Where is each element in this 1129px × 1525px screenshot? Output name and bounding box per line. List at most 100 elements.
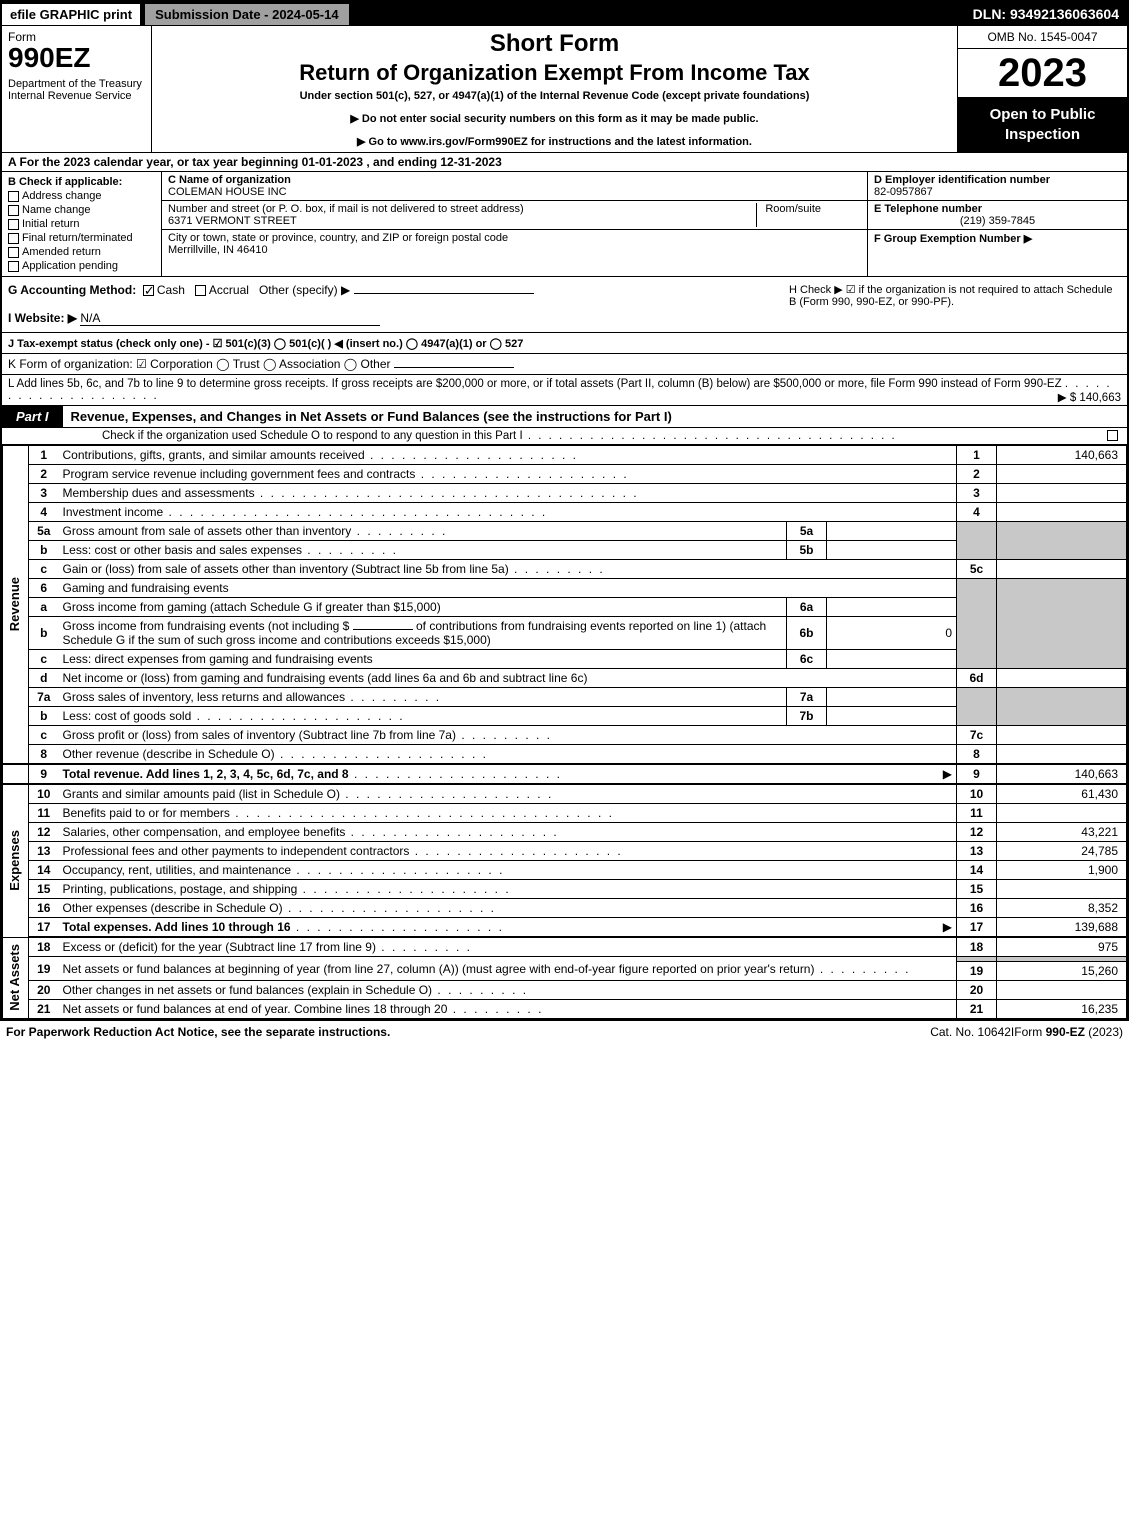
instruction-2[interactable]: ▶ Go to www.irs.gov/Form990EZ for instru…: [158, 135, 951, 148]
grey-5: [957, 522, 997, 560]
d-7a: Gross sales of inventory, less returns a…: [59, 688, 787, 707]
rev-spacer: [3, 764, 29, 784]
sv-7a: [827, 688, 957, 707]
g-label: G Accounting Method:: [8, 283, 136, 297]
g-other-input[interactable]: [354, 293, 534, 294]
chk-final-return[interactable]: Final return/terminated: [8, 232, 155, 244]
v-7c: [997, 726, 1127, 745]
b-opt-3: Final return/terminated: [22, 232, 133, 244]
ln-6c: c: [29, 650, 59, 669]
footer-right: Form 990-EZ (2023): [1014, 1025, 1123, 1039]
d-1: Contributions, gifts, grants, and simila…: [59, 446, 957, 465]
chk-application-pending[interactable]: Application pending: [8, 260, 155, 272]
ln-17: 17: [29, 918, 59, 938]
sv-6b: 0: [827, 617, 957, 650]
dept: Department of the Treasury Internal Reve…: [8, 78, 145, 102]
b-opt-5: Application pending: [22, 260, 118, 272]
grey-7: [957, 688, 997, 726]
d-6: Gaming and fundraising events: [59, 579, 957, 598]
part-i-header: Part I Revenue, Expenses, and Changes in…: [2, 406, 1127, 428]
header-right: OMB No. 1545-0047 2023 Open to Public In…: [957, 26, 1127, 152]
b-12: 12: [957, 823, 997, 842]
b-8: 8: [957, 745, 997, 765]
v-3: [997, 484, 1127, 503]
chk-initial-return[interactable]: Initial return: [8, 218, 155, 230]
d-20: Other changes in net assets or fund bala…: [59, 981, 957, 1000]
form-number: 990EZ: [8, 44, 145, 72]
d-15: Printing, publications, postage, and shi…: [59, 880, 957, 899]
form-header: Form 990EZ Department of the Treasury In…: [2, 26, 1127, 153]
d-label: D Employer identification number: [874, 174, 1121, 186]
room-suite-label: Room/suite: [756, 203, 861, 227]
sv-7b: [827, 707, 957, 726]
v-10: 61,430: [997, 784, 1127, 804]
chk-accrual[interactable]: [195, 285, 206, 296]
d-7c: Gross profit or (loss) from sales of inv…: [59, 726, 957, 745]
chk-cash[interactable]: [143, 285, 154, 296]
header-left: Form 990EZ Department of the Treasury In…: [2, 26, 152, 152]
org-address: 6371 VERMONT STREET: [168, 215, 756, 227]
footer-left: For Paperwork Reduction Act Notice, see …: [6, 1025, 730, 1039]
b-7c: 7c: [957, 726, 997, 745]
l-amount: ▶ $ 140,663: [1058, 390, 1121, 404]
ln-6d: d: [29, 669, 59, 688]
grey-6v: [997, 579, 1127, 669]
d-9: Total revenue. Add lines 1, 2, 3, 4, 5c,…: [59, 764, 957, 784]
sb-6c: 6c: [787, 650, 827, 669]
part-i-title: Revenue, Expenses, and Changes in Net As…: [63, 409, 1127, 424]
d-7b: Less: cost of goods sold: [59, 707, 787, 726]
form-990ez: efile GRAPHIC print Submission Date - 20…: [0, 0, 1129, 1021]
chk-name-change[interactable]: Name change: [8, 204, 155, 216]
b-18: 18: [957, 937, 997, 957]
v-9: 140,663: [997, 764, 1127, 784]
org-city: Merrillville, IN 46410: [168, 244, 861, 256]
d-4: Investment income: [59, 503, 957, 522]
sb-6b: 6b: [787, 617, 827, 650]
website-input[interactable]: N/A: [80, 311, 380, 326]
d-6c: Less: direct expenses from gaming and fu…: [59, 650, 787, 669]
d-2: Program service revenue including govern…: [59, 465, 957, 484]
ln-12: 12: [29, 823, 59, 842]
b-opt-0: Address change: [22, 190, 102, 202]
d-6b: Gross income from fundraising events (no…: [59, 617, 787, 650]
b-15: 15: [957, 880, 997, 899]
b-5c: 5c: [957, 560, 997, 579]
chk-address-change[interactable]: Address change: [8, 190, 155, 202]
v-18: 975: [997, 937, 1127, 957]
v-6d: [997, 669, 1127, 688]
ln-9: 9: [29, 764, 59, 784]
sv-6c: [827, 650, 957, 669]
v-21: 16,235: [997, 1000, 1127, 1019]
d-10: Grants and similar amounts paid (list in…: [59, 784, 957, 804]
k-text: K Form of organization: ☑ Corporation ◯ …: [8, 357, 391, 371]
phone: (219) 359-7845: [874, 215, 1121, 227]
ln-7b: b: [29, 707, 59, 726]
chk-amended-return[interactable]: Amended return: [8, 246, 155, 258]
ein: 82-0957867: [874, 186, 1121, 198]
efile-link[interactable]: efile GRAPHIC print: [2, 4, 140, 25]
ln-5b: b: [29, 541, 59, 560]
b-11: 11: [957, 804, 997, 823]
ln-6a: a: [29, 598, 59, 617]
b-20: 20: [957, 981, 997, 1000]
revenue-label: Revenue: [3, 446, 29, 765]
b-9: 9: [957, 764, 997, 784]
omb-number: OMB No. 1545-0047: [958, 26, 1127, 49]
sv-5a: [827, 522, 957, 541]
v-20: [997, 981, 1127, 1000]
k-other-input[interactable]: [394, 367, 514, 368]
part-i-check: Check if the organization used Schedule …: [2, 428, 1127, 445]
d-8: Other revenue (describe in Schedule O): [59, 745, 957, 765]
v-8: [997, 745, 1127, 765]
b-2: 2: [957, 465, 997, 484]
chk-schedule-o[interactable]: [1107, 430, 1118, 441]
ln-11: 11: [29, 804, 59, 823]
sections-g-h: G Accounting Method: Cash Accrual Other …: [2, 277, 1127, 333]
b-3: 3: [957, 484, 997, 503]
ln-7a: 7a: [29, 688, 59, 707]
ln-1: 1: [29, 446, 59, 465]
v-12: 43,221: [997, 823, 1127, 842]
grey-5v: [997, 522, 1127, 560]
b-19: 19: [957, 962, 997, 981]
ln-19: 19: [29, 957, 59, 981]
